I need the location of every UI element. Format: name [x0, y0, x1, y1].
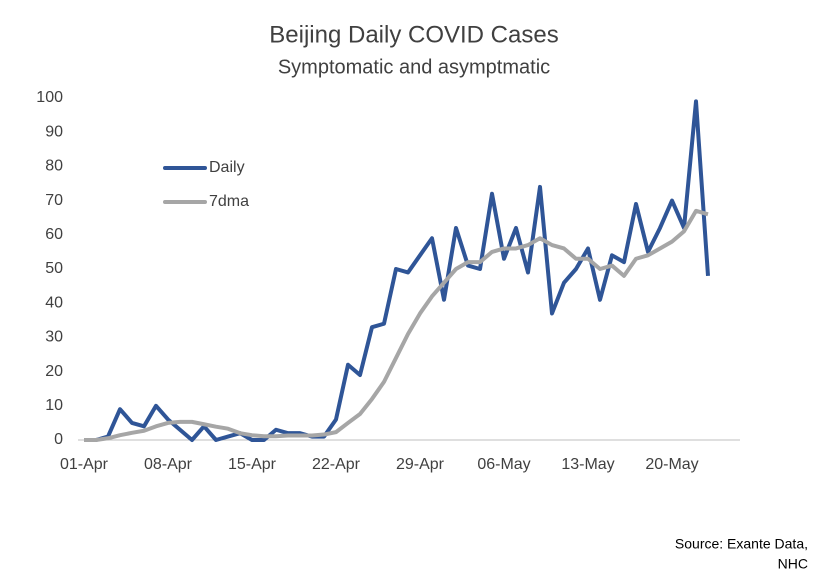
legend-label: 7dma — [209, 193, 249, 210]
x-tick-label: 13-May — [561, 456, 614, 473]
y-tick-label: 60 — [45, 226, 63, 243]
y-tick-label: 30 — [45, 329, 63, 346]
y-tick-label: 90 — [45, 123, 63, 140]
source-note: Source: Exante Data, — [675, 536, 808, 552]
y-tick-label: 70 — [45, 192, 63, 209]
x-tick-label: 22-Apr — [312, 456, 361, 473]
y-tick-label: 100 — [36, 89, 63, 106]
x-tick-label: 15-Apr — [228, 456, 277, 473]
chart-title: Beijing Daily COVID Cases — [269, 21, 558, 48]
y-tick-label: 40 — [45, 294, 63, 311]
y-tick-label: 0 — [54, 431, 63, 448]
x-tick-label: 06-May — [477, 456, 530, 473]
y-tick-label: 10 — [45, 397, 63, 414]
chart-subtitle: Symptomatic and asymptmatic — [278, 56, 550, 78]
y-tick-label: 50 — [45, 260, 63, 277]
y-tick-label: 80 — [45, 158, 63, 175]
x-tick-label: 20-May — [645, 456, 698, 473]
x-tick-label: 01-Apr — [60, 456, 109, 473]
x-tick-label: 29-Apr — [396, 456, 445, 473]
source-note: NHC — [778, 556, 808, 572]
series-line — [84, 208, 709, 442]
legend-label: Daily — [209, 159, 245, 176]
series-line — [84, 99, 710, 442]
y-tick-label: 20 — [45, 363, 63, 380]
x-tick-label: 08-Apr — [144, 456, 193, 473]
